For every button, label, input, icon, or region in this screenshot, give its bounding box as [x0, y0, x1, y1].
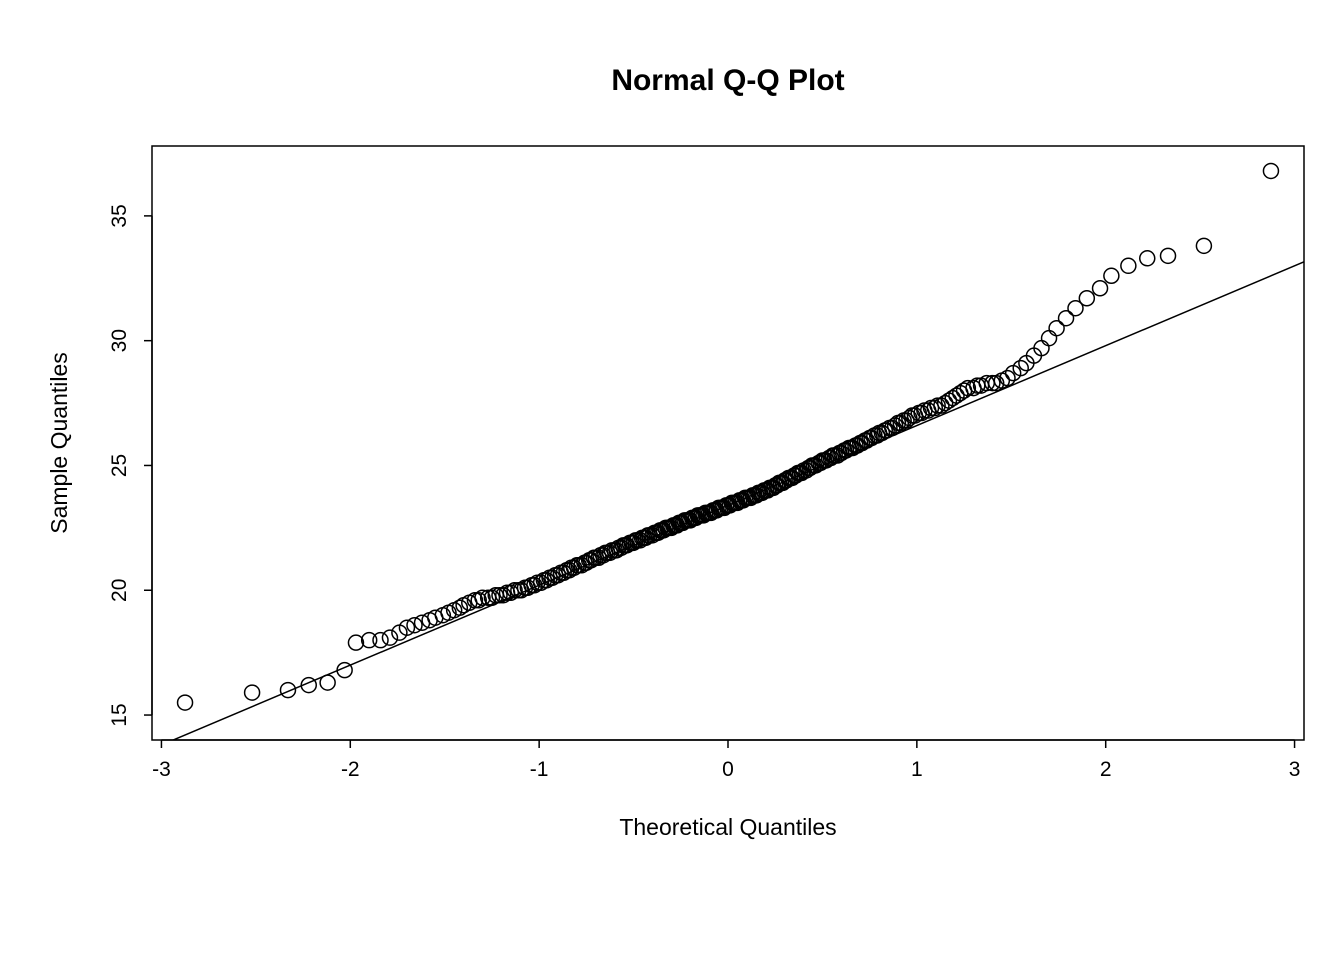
y-axis-label: Sample Quantiles: [46, 352, 72, 534]
x-tick-label: 0: [722, 758, 734, 781]
plot-content: [152, 163, 1304, 749]
x-tick-label: -1: [530, 758, 549, 781]
plot-border: [152, 146, 1304, 740]
x-axis-label: Theoretical Quantiles: [619, 814, 836, 840]
chart-title: Normal Q-Q Plot: [611, 64, 844, 97]
x-tick-label: 2: [1100, 758, 1112, 781]
qq-point: [1059, 311, 1074, 326]
qq-point: [1196, 238, 1211, 253]
qq-point: [245, 685, 260, 700]
qq-point: [280, 683, 295, 698]
qq-point: [382, 630, 397, 645]
qq-point: [1263, 163, 1278, 178]
qq-point: [970, 378, 985, 393]
qq-point: [1079, 291, 1094, 306]
qq-point: [348, 635, 363, 650]
qq-point: [1161, 248, 1176, 263]
x-tick-label: -3: [152, 758, 171, 781]
qq-point: [373, 633, 388, 648]
y-tick-label: 25: [108, 454, 131, 477]
qq-point: [1042, 331, 1057, 346]
qq-point: [320, 675, 335, 690]
qq-plot-svg: Normal Q-Q Plot -3 -2 -1 0 1 2 3 15 20 25 30 35 Theor…: [0, 0, 1344, 960]
qq-point: [1140, 251, 1155, 266]
y-tick-label: 35: [108, 204, 131, 227]
x-tick-label: -2: [341, 758, 360, 781]
qq-point: [178, 695, 193, 710]
x-tick-label: 3: [1289, 758, 1301, 781]
qq-point: [1104, 268, 1119, 283]
qq-point: [1093, 281, 1108, 296]
qq-point: [1121, 258, 1136, 273]
y-tick-label: 20: [108, 579, 131, 602]
qq-plot-container: Normal Q-Q Plot -3 -2 -1 0 1 2 3 15 20 25 30 35 Theor…: [0, 0, 1344, 960]
x-tick-label: 1: [911, 758, 923, 781]
qq-point: [1049, 321, 1064, 336]
y-tick-label: 30: [108, 329, 131, 352]
y-tick-label: 15: [108, 703, 131, 726]
